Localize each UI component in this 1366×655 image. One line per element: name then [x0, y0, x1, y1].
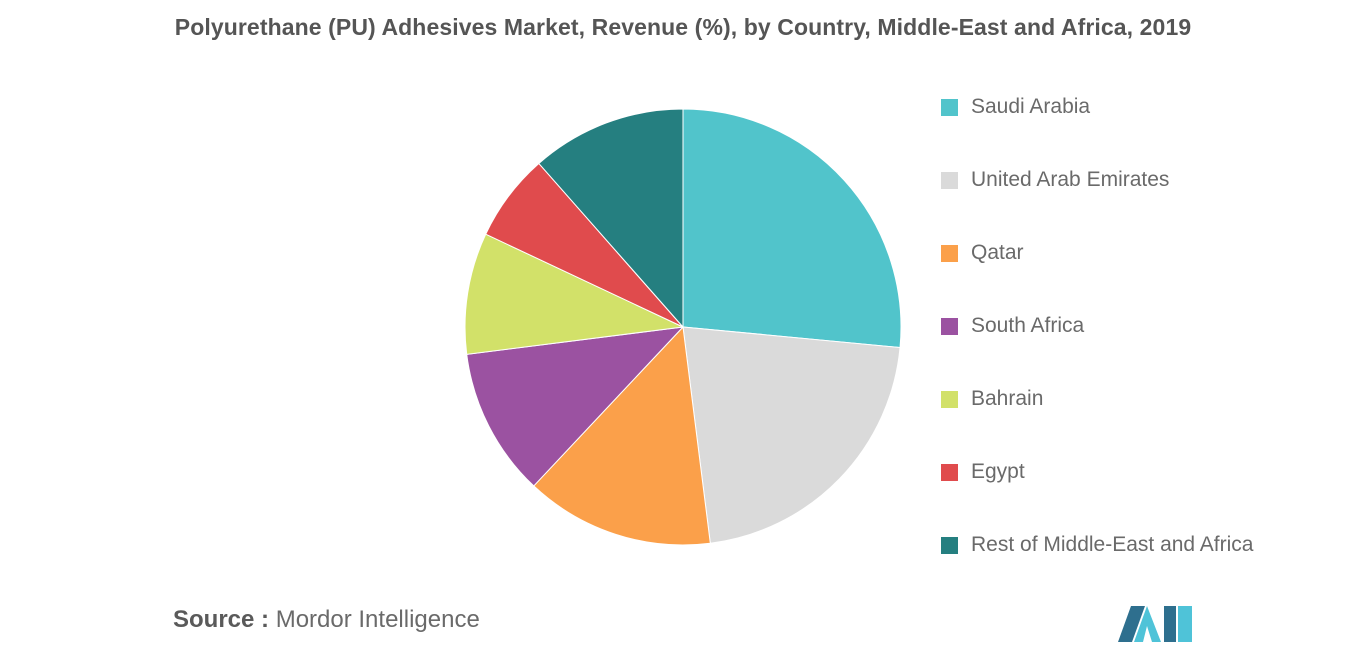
logo-stroke-2: [1134, 606, 1161, 642]
chart-title: Polyurethane (PU) Adhesives Market, Reve…: [174, 14, 1192, 40]
legend-label: Qatar: [971, 241, 1024, 264]
legend-item-united-arab-emirates: United Arab Emirates: [941, 165, 1169, 195]
legend-label: Bahrain: [971, 387, 1044, 410]
legend-label: United Arab Emirates: [971, 168, 1170, 191]
legend-swatch: [941, 98, 958, 116]
legend-item-saudi-arabia: Saudi Arabia: [941, 92, 1090, 122]
legend-item-rest-of-middle-east-and-africa: Rest of Middle-East and Africa: [941, 530, 1253, 560]
legend-label: South Africa: [971, 314, 1085, 337]
legend-swatch: [941, 390, 958, 408]
legend-item-egypt: Egypt: [941, 457, 1025, 487]
pie-slice-rest-of-middle-east-and-africa: [538, 108, 684, 329]
pie-slice-qatar: [533, 325, 711, 546]
legend-swatch: [941, 244, 958, 262]
legend-item-south-africa: South Africa: [941, 311, 1084, 341]
legend-swatch: [941, 536, 958, 554]
logo-stroke-4: [1178, 606, 1192, 642]
pie-slice-united-arab-emirates: [682, 326, 901, 544]
legend-label: Rest of Middle-East and Africa: [971, 533, 1254, 556]
legend-swatch: [941, 171, 958, 189]
source-value: Mordor Intelligence: [275, 606, 480, 633]
pie-slices: [464, 108, 902, 546]
mordor-intelligence-logo: [1118, 606, 1192, 642]
legend-swatch: [941, 317, 958, 335]
legend-swatch: [941, 463, 958, 481]
source-note: Source : Mordor Intelligence: [173, 606, 480, 634]
logo-stroke-1: [1118, 606, 1145, 642]
legend-label: Egypt: [971, 460, 1025, 483]
pie-slice-bahrain: [464, 233, 685, 355]
legend-item-qatar: Qatar: [941, 238, 1024, 268]
legend-item-bahrain: Bahrain: [941, 384, 1043, 414]
pie-slice-saudi-arabia: [682, 108, 902, 349]
pie-slice-south-africa: [466, 326, 685, 487]
legend-label: Saudi Arabia: [971, 95, 1091, 118]
source-key: Source :: [173, 606, 270, 633]
logo-stroke-3: [1164, 606, 1176, 642]
